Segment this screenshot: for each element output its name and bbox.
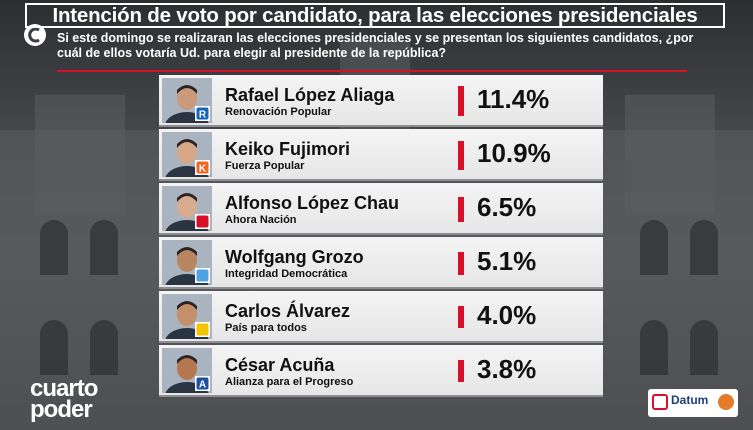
value-bar	[458, 306, 464, 328]
candidate-photo	[162, 186, 212, 231]
alianza-progreso-logo-icon: A	[195, 376, 210, 391]
candidate-row: Carlos Álvarez País para todos 4.0%	[159, 291, 603, 343]
party-name: Integridad Democrática	[225, 268, 348, 280]
party-name: Renovación Popular	[225, 106, 332, 118]
candidate-name: César Acuña	[225, 355, 335, 375]
party-name: Alianza para el Progreso	[225, 376, 354, 388]
candidate-row: Alfonso López Chau Ahora Nación 6.5%	[159, 183, 603, 235]
candidate-name: Carlos Álvarez	[225, 301, 351, 321]
candidate-row: R Rafael López Aliaga Renovación Popular 11…	[159, 75, 603, 127]
candidate-name: Wolfgang Grozo	[225, 247, 364, 267]
brand-line-1: cuarto	[30, 375, 98, 402]
candidate-row: Wolfgang Grozo Integridad Democrática 5.1%	[159, 237, 603, 289]
survey-question: Si este domingo se realizaran las elecci…	[57, 31, 694, 60]
ahora-nacion-logo-icon	[195, 214, 210, 229]
candidate-name: Alfonso López Chau	[225, 193, 399, 213]
value-bar	[458, 251, 464, 275]
globe-icon	[718, 394, 734, 410]
value-label: 10.9%	[477, 138, 551, 168]
renovacion-popular-logo-icon: R	[195, 106, 210, 121]
party-name: Ahora Nación	[225, 214, 297, 226]
pais-para-todos-logo-icon	[195, 322, 210, 337]
value-label: 3.8%	[477, 354, 537, 384]
candidate-photo: R	[162, 78, 212, 123]
value-label: 5.1%	[477, 246, 537, 276]
value-label: 6.5%	[477, 192, 537, 222]
integridad-democratica-logo-icon	[195, 268, 210, 283]
title-divider	[57, 70, 687, 72]
candidate-name: Keiko Fujimori	[225, 139, 351, 159]
value-label: 11.4%	[477, 84, 550, 114]
chart-title: Intención de voto por candidato, para la…	[25, 3, 725, 28]
candidate-list: R Rafael López Aliaga Renovación Popular 11…	[159, 75, 603, 397]
value-bar	[458, 140, 464, 170]
candidate-name: Rafael López Aliaga	[225, 85, 395, 105]
svg-text:K: K	[199, 164, 207, 175]
cuarto-poder-logo-icon	[24, 24, 46, 46]
candidate-photo: A	[162, 348, 212, 393]
svg-text:A: A	[199, 380, 206, 391]
candidate-photo	[162, 294, 212, 339]
candidate-row: K Keiko Fujimori Fuerza Popular 10.9%	[159, 129, 603, 181]
party-name: País para todos	[225, 322, 307, 334]
cuarto-poder-brand: cuarto poder	[30, 375, 98, 423]
value-bar	[458, 360, 464, 382]
value-bar	[458, 196, 464, 222]
value-label: 4.0%	[477, 300, 537, 330]
candidate-photo: K	[162, 132, 212, 177]
svg-text:R: R	[199, 110, 207, 121]
value-bar	[458, 86, 464, 116]
datum-square-icon	[652, 394, 668, 410]
datum-label: Datum	[671, 393, 709, 407]
party-name: Fuerza Popular	[225, 160, 305, 172]
datum-logo: Datum	[648, 389, 738, 417]
fuerza-popular-logo-icon: K	[195, 160, 210, 175]
candidate-photo	[162, 240, 212, 285]
brand-line-2: poder	[30, 396, 93, 423]
candidate-row: A César Acuña Alianza para el Progreso 3.8%	[159, 345, 603, 397]
